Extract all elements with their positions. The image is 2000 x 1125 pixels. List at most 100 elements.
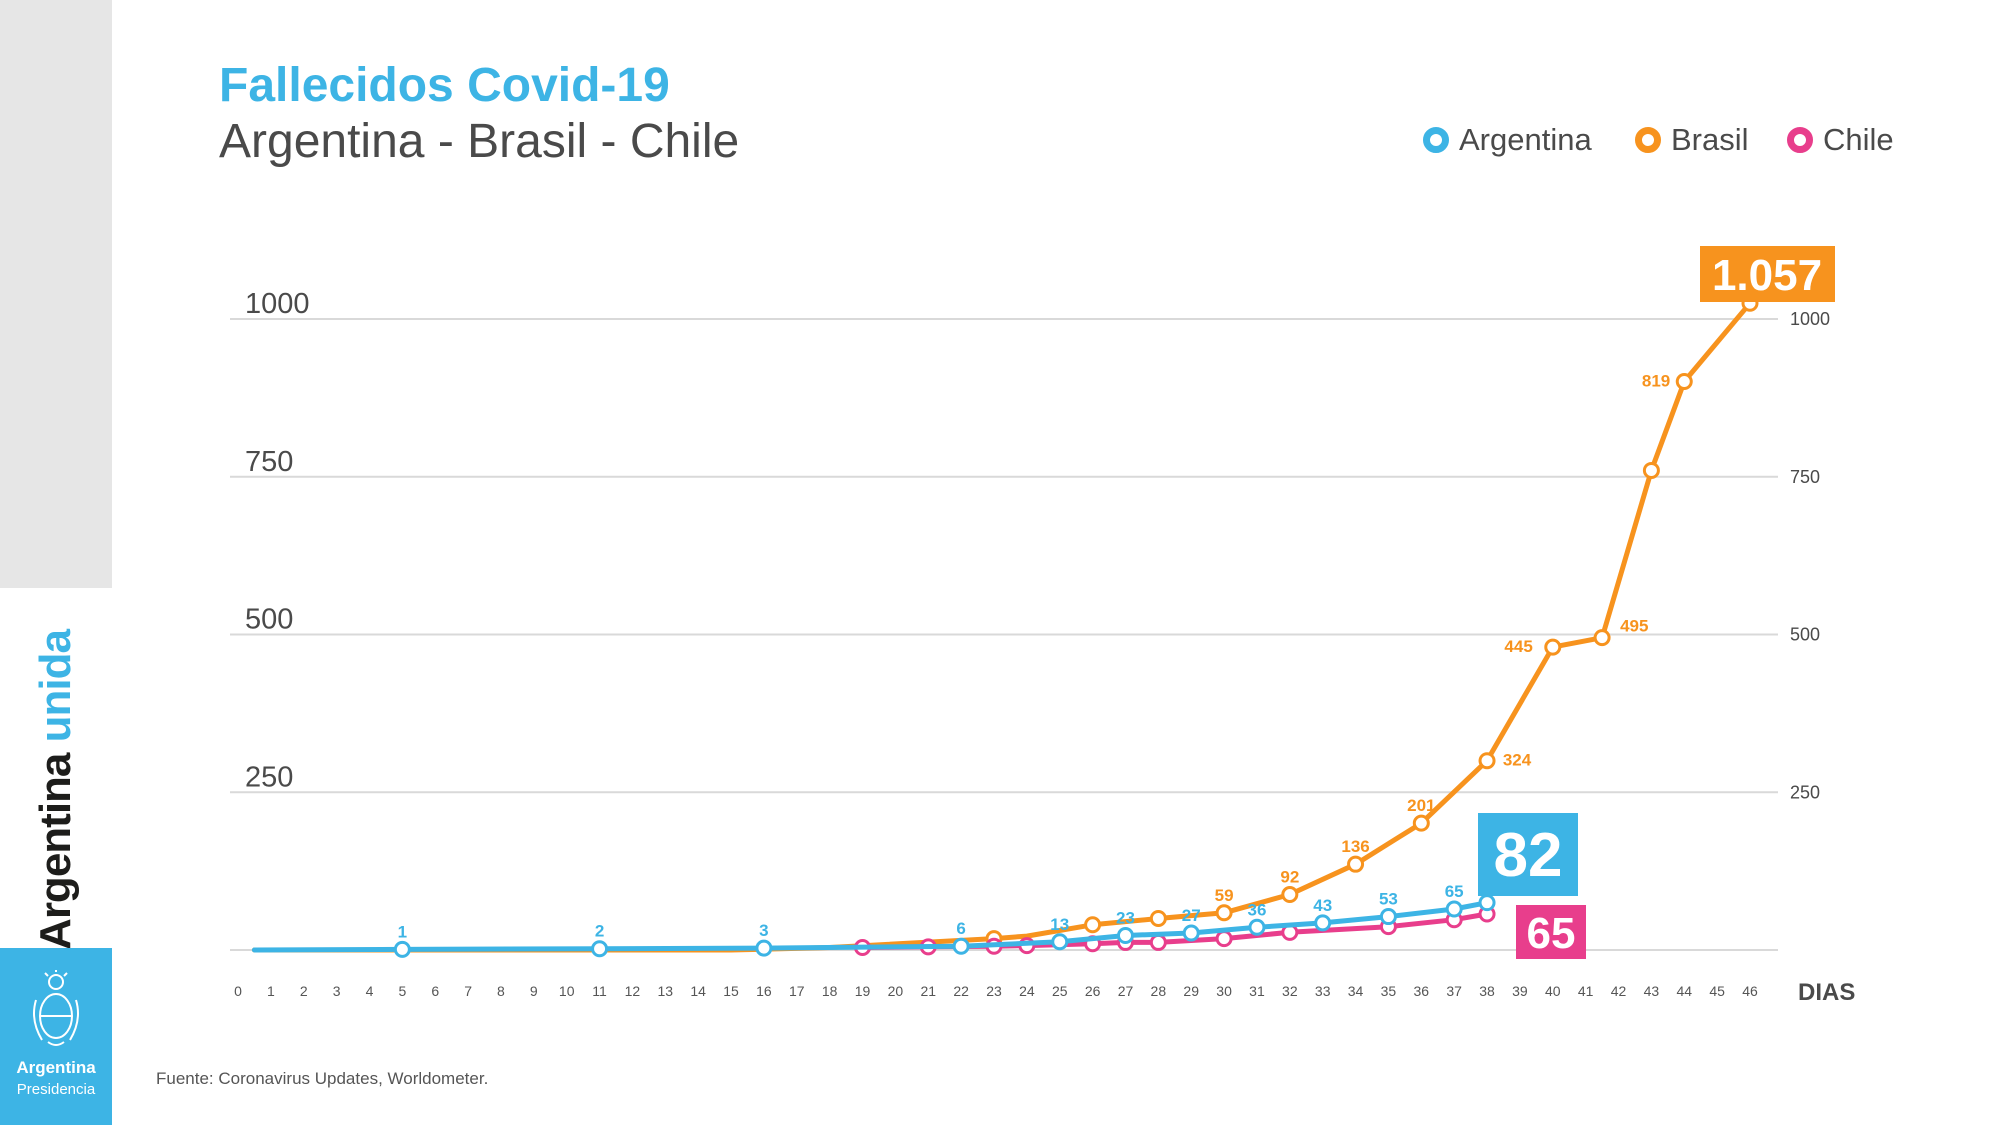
data-point [1478,894,1496,912]
data-label-argentina: 53 [1379,890,1398,909]
x-tick-label: 16 [756,983,772,999]
data-point [1084,916,1102,934]
legend-item-brasil: Brasil [1635,122,1749,158]
x-tick-label: 45 [1709,983,1725,999]
x-tick-label: 19 [855,983,871,999]
final-value-label-chile: 65 [1527,909,1576,958]
data-point [1314,914,1332,932]
data-point [1412,814,1430,832]
x-tick-label: 10 [559,983,575,999]
data-point [1182,924,1200,942]
x-tick-label: 34 [1348,983,1364,999]
data-label-brasil: 201 [1407,796,1435,815]
data-point [1051,933,1069,951]
x-tick-label: 11 [592,983,607,999]
brand-subtitle: Presidencia [16,1081,96,1098]
x-tick-label: 3 [333,983,341,999]
x-tick-label: 2 [300,983,308,999]
x-tick-label: 9 [530,983,538,999]
x-tick-label: 29 [1183,983,1199,999]
data-label-brasil: 495 [1620,617,1648,636]
x-tick-label: 21 [920,983,936,999]
data-point [1478,752,1496,770]
x-tick-label: 40 [1545,983,1561,999]
y-tick-label-right: 250 [1790,782,1820,802]
x-tick-label: 18 [822,983,838,999]
data-point [1445,900,1463,918]
data-point [1347,855,1365,873]
y-tick-label-left: 250 [245,761,293,793]
x-tick-label: 17 [789,983,805,999]
data-point [1642,461,1660,479]
data-point [1675,372,1693,390]
x-tick-label: 1 [267,983,275,999]
data-label-brasil: 59 [1215,886,1234,905]
legend-label: Chile [1823,122,1894,157]
data-label-argentina: 3 [759,921,768,940]
x-tick-label: 8 [497,983,505,999]
data-point [393,940,411,958]
final-value-box-argentina [1478,813,1578,896]
data-label-argentina: 13 [1050,915,1069,934]
x-tick-label: 46 [1742,983,1758,999]
x-tick-label: 26 [1085,983,1101,999]
x-tick-label: 36 [1414,983,1430,999]
source-note: Fuente: Coronavirus Updates, Worldometer… [156,1069,489,1088]
data-point [1593,629,1611,647]
legend-marker-icon [1423,127,1449,153]
final-value-label-brasil: 1.057 [1712,251,1822,300]
x-tick-label: 0 [234,983,242,999]
y-tick-label-right: 750 [1790,467,1820,487]
x-tick-label: 38 [1479,983,1495,999]
x-tick-label: 14 [690,983,706,999]
data-point [1116,926,1134,944]
data-point [1149,933,1167,951]
x-tick-label: 15 [723,983,739,999]
legend-marker-icon [1635,127,1661,153]
data-label-argentina: 2 [595,922,604,941]
x-tick-label: 43 [1644,983,1660,999]
x-tick-label: 22 [953,983,969,999]
data-point [952,937,970,955]
data-label-argentina: 23 [1116,908,1135,927]
data-point [1379,908,1397,926]
x-tick-label: 35 [1381,983,1397,999]
sidebar-top-panel [0,0,112,588]
x-tick-label: 39 [1512,983,1528,999]
x-axis-label: DIAS [1798,979,1855,1006]
legend-label: Argentina [1459,122,1592,157]
brand-name: Argentina [16,1058,96,1077]
data-point [755,939,773,957]
data-label-argentina: 43 [1313,896,1332,915]
chart-title: Fallecidos Covid-19 [219,59,670,112]
x-tick-label: 42 [1611,983,1627,999]
final-value-label-argentina: 82 [1494,821,1563,890]
x-tick-label: 41 [1578,983,1594,999]
data-label-argentina: 6 [956,919,965,938]
data-label-argentina: 65 [1445,882,1464,901]
data-label-argentina: 1 [398,922,407,941]
x-tick-label: 12 [625,983,641,999]
legend-item-argentina: Argentina [1423,122,1592,158]
coat-of-arms-icon [33,970,79,1046]
data-label-argentina: 27 [1182,906,1201,925]
data-point [1544,638,1562,656]
x-tick-label: 30 [1216,983,1232,999]
x-tick-label: 7 [464,983,472,999]
data-label-brasil: 445 [1504,637,1532,656]
data-label-brasil: 92 [1280,867,1299,886]
legend-item-chile: Chile [1787,122,1894,158]
data-label-argentina: 36 [1247,900,1266,919]
data-point [591,940,609,958]
x-tick-label: 5 [398,983,406,999]
y-tick-label-left: 750 [245,446,293,478]
y-tick-label-right: 1000 [1790,309,1830,329]
x-tick-label: 20 [888,983,904,999]
x-tick-label: 31 [1249,983,1265,999]
x-tick-label: 24 [1019,983,1035,999]
final-value-box-chile [1516,905,1586,959]
x-tick-label: 4 [366,983,374,999]
legend-label: Brasil [1671,122,1749,157]
x-tick-label: 25 [1052,983,1068,999]
